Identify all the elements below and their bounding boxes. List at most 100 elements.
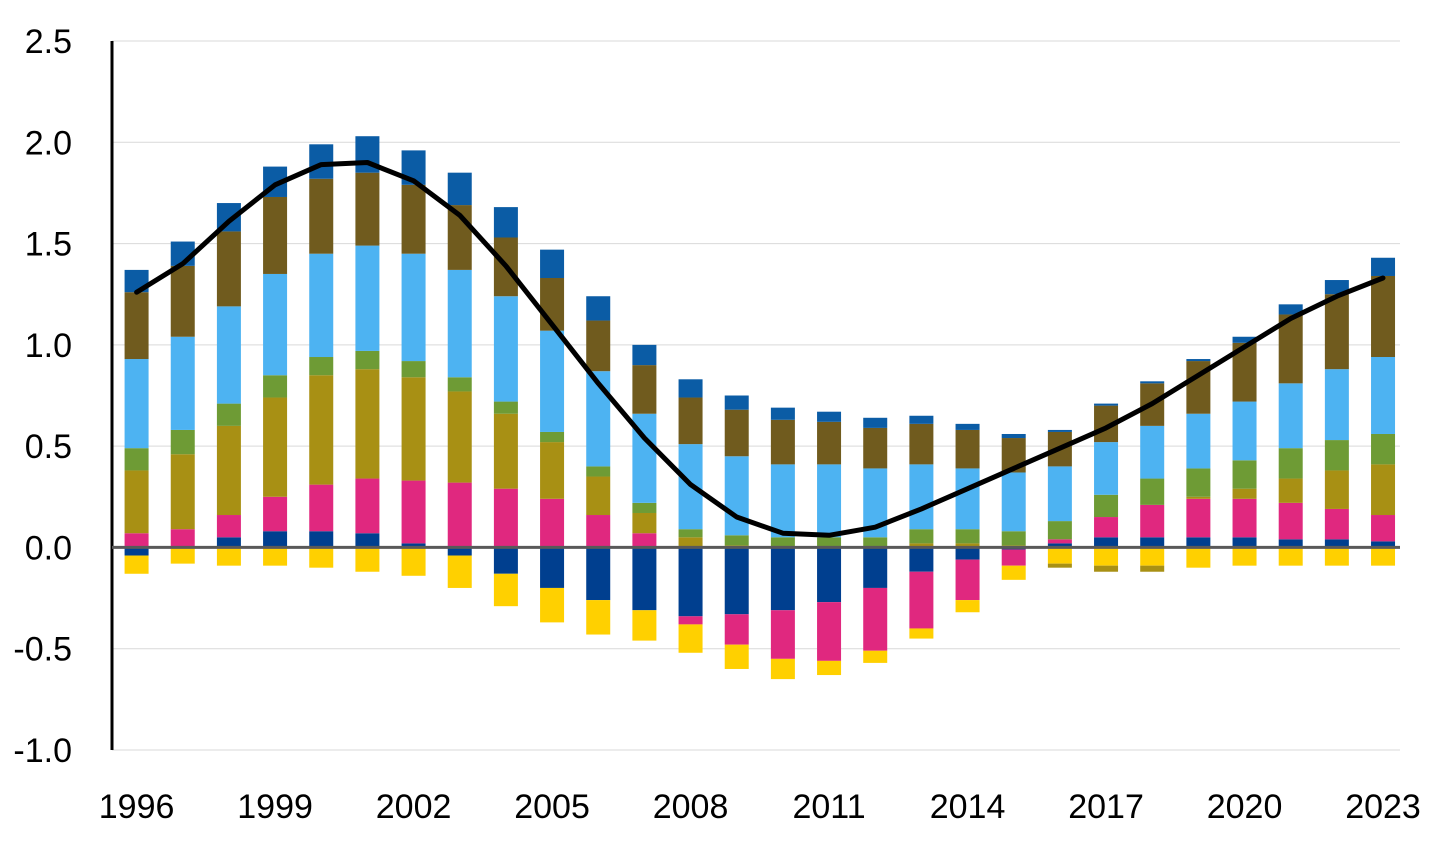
bar-segment-2007-series-1 bbox=[632, 547, 657, 611]
bar-segment-2013-series-5 bbox=[909, 529, 934, 544]
bar-segment-2002-series-6 bbox=[401, 253, 426, 362]
bar-segment-2013-series-2 bbox=[909, 571, 934, 629]
bar-segment-2004-series-3 bbox=[493, 573, 518, 607]
bar-segment-2018-series-5 bbox=[1140, 478, 1165, 505]
bar-segment-1999-series-5 bbox=[263, 375, 288, 398]
bar-segment-2009-series-8 bbox=[724, 395, 749, 410]
bar-segment-2014-series-2 bbox=[955, 559, 980, 601]
y-tick-label-4: 0.5 bbox=[25, 428, 72, 466]
y-tick-label-1: 2.0 bbox=[25, 124, 72, 162]
bar-segment-2018-series-1 bbox=[1140, 537, 1165, 548]
bar-segment-2009-series-7 bbox=[724, 409, 749, 457]
bar-segment-2005-series-6 bbox=[540, 330, 565, 432]
bar-segment-2005-series-3 bbox=[540, 587, 565, 623]
bar-segment-2010-series-3 bbox=[770, 658, 795, 680]
axes bbox=[110, 41, 1400, 750]
bar-segment-1998-series-2 bbox=[216, 515, 241, 538]
total-line-layer bbox=[134, 160, 1386, 538]
bar-segment-2022-series-5 bbox=[1324, 440, 1349, 471]
bar-segment-2018-series-3 bbox=[1140, 547, 1165, 566]
x-tick-label-2002: 2002 bbox=[376, 788, 452, 826]
bar-segment-2000-series-6 bbox=[309, 253, 334, 358]
bar-segment-2021-series-1 bbox=[1278, 539, 1303, 548]
bar-segment-2011-series-6 bbox=[817, 464, 842, 538]
bar-segment-2014-series-5 bbox=[955, 529, 980, 544]
bar-segment-2012-series-8 bbox=[863, 417, 888, 428]
bar-segment-2000-series-2 bbox=[309, 484, 334, 532]
bar-segment-2022-series-7 bbox=[1324, 294, 1349, 370]
bar-segment-2023-series-8 bbox=[1371, 257, 1396, 276]
bar-segment-2005-series-8 bbox=[540, 249, 565, 279]
y-tick-label-0: 2.5 bbox=[25, 23, 72, 61]
bar-segment-2006-series-3 bbox=[586, 600, 611, 635]
bar-segment-2008-series-7 bbox=[678, 397, 703, 445]
bar-segment-2015-series-5 bbox=[1001, 531, 1026, 546]
bar-segment-2015-series-6 bbox=[1001, 472, 1026, 532]
bar-segment-2002-series-3 bbox=[401, 547, 426, 576]
bar-segment-2022-series-6 bbox=[1324, 369, 1349, 441]
bar-segment-2020-series-2 bbox=[1232, 498, 1257, 538]
bar-segment-2021-series-5 bbox=[1278, 448, 1303, 479]
bar-segment-2019-series-8 bbox=[1186, 359, 1211, 362]
x-tick-label-2008: 2008 bbox=[653, 788, 729, 826]
bar-segment-2023-series-4 bbox=[1371, 464, 1396, 516]
bar-segment-2002-series-2 bbox=[401, 480, 426, 544]
bar-segment-1999-series-2 bbox=[263, 496, 288, 532]
bar-segment-1996-series-1 bbox=[124, 547, 149, 556]
bar-segment-2010-series-2 bbox=[770, 610, 795, 659]
x-tick-label-1996: 1996 bbox=[99, 788, 175, 826]
y-tick-label-2: 1.5 bbox=[25, 226, 72, 264]
bar-segment-2016-series-1 bbox=[1047, 543, 1072, 548]
bar-segment-2017-series-6 bbox=[1094, 442, 1119, 495]
bar-segment-1999-series-6 bbox=[263, 273, 288, 376]
bar-segment-2003-series-8 bbox=[447, 172, 472, 206]
bar-segment-2021-series-6 bbox=[1278, 383, 1303, 449]
bar-segment-2002-series-1 bbox=[401, 543, 426, 548]
bar-segment-2007-series-7 bbox=[632, 365, 657, 414]
bar-segment-2005-series-1 bbox=[540, 547, 565, 588]
bar-segment-1998-series-6 bbox=[216, 306, 241, 404]
bar-segment-1997-series-4 bbox=[170, 454, 195, 530]
bar-segment-2006-series-5 bbox=[586, 466, 611, 477]
bar-segment-2006-series-4 bbox=[586, 476, 611, 516]
bar-segment-2015-series-3 bbox=[1001, 565, 1026, 580]
bar-segment-2002-series-4 bbox=[401, 377, 426, 481]
bar-segment-2003-series-6 bbox=[447, 269, 472, 378]
bar-segment-2011-series-1 bbox=[817, 547, 842, 603]
bar-segment-2017-series-2 bbox=[1094, 517, 1119, 538]
x-tick-label-2020: 2020 bbox=[1207, 788, 1283, 826]
total-line bbox=[134, 160, 1386, 538]
bar-segment-2015-series-2 bbox=[1001, 549, 1026, 566]
bar-segment-2009-series-6 bbox=[724, 456, 749, 536]
bar-segment-2018-series-4 bbox=[1140, 565, 1165, 572]
bar-segment-2011-series-5 bbox=[817, 537, 842, 548]
bar-segment-2018-series-8 bbox=[1140, 381, 1165, 384]
bar-segment-2021-series-8 bbox=[1278, 304, 1303, 315]
bar-segment-2019-series-3 bbox=[1186, 547, 1211, 568]
bar-segment-1999-series-7 bbox=[263, 196, 288, 274]
bar-segment-2007-series-3 bbox=[632, 610, 657, 641]
x-tick-label-1999: 1999 bbox=[237, 788, 313, 826]
bar-segment-2016-series-4 bbox=[1047, 563, 1072, 568]
bar-segment-2010-series-7 bbox=[770, 419, 795, 465]
bar-segment-2002-series-5 bbox=[401, 361, 426, 378]
bar-segment-2020-series-8 bbox=[1232, 336, 1257, 343]
bars bbox=[124, 136, 1396, 680]
x-tick-label-2011: 2011 bbox=[792, 788, 865, 826]
x-tick-label-2017: 2017 bbox=[1068, 788, 1144, 826]
bar-segment-2006-series-8 bbox=[586, 296, 611, 321]
bar-segment-1997-series-5 bbox=[170, 429, 195, 455]
bar-segment-2014-series-4 bbox=[955, 543, 980, 548]
bar-segment-2020-series-5 bbox=[1232, 460, 1257, 489]
bar-segment-2001-series-2 bbox=[355, 478, 380, 534]
bar-segment-2013-series-3 bbox=[909, 628, 934, 639]
bar-segment-1996-series-6 bbox=[124, 359, 149, 449]
bar-segment-2010-series-5 bbox=[770, 537, 795, 548]
bar-segment-1996-series-3 bbox=[124, 555, 149, 574]
bar-segment-2000-series-8 bbox=[309, 144, 334, 179]
bar-segment-2013-series-8 bbox=[909, 415, 934, 424]
bar-segment-2003-series-1 bbox=[447, 547, 472, 556]
bar-segment-2002-series-7 bbox=[401, 184, 426, 254]
